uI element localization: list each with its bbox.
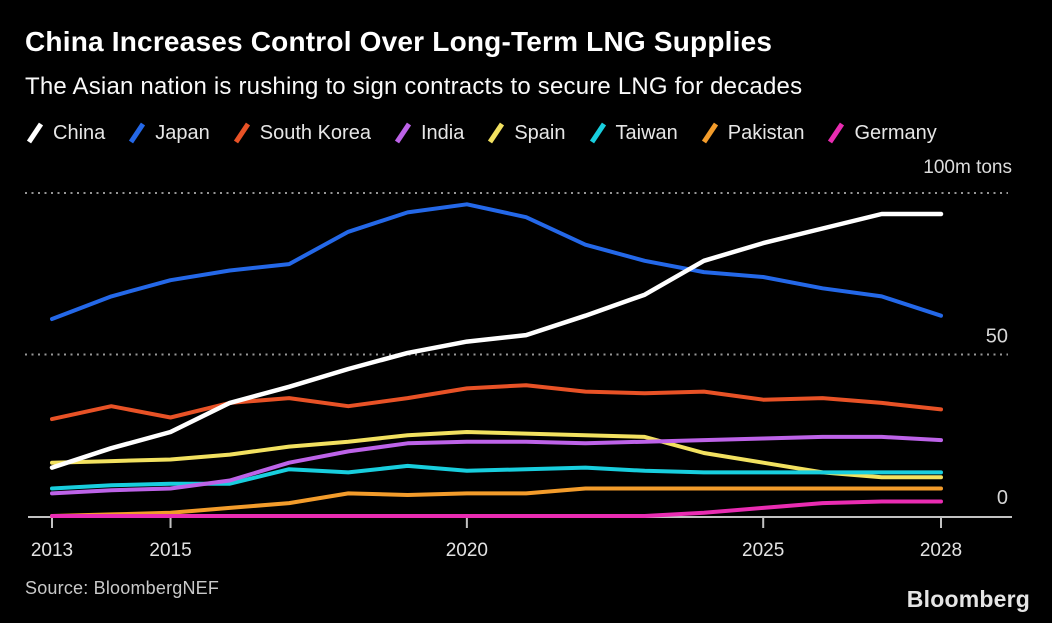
legend-item-pakistan: Pakistan — [700, 121, 805, 145]
x-tick-label-2013: 2013 — [31, 540, 73, 561]
legend-item-germany: Germany — [826, 121, 937, 145]
series-line-india — [50, 434, 943, 496]
page-subtitle: The Asian nation is rushing to sign cont… — [25, 73, 803, 100]
legend-label-spain: Spain — [514, 121, 566, 144]
chart-legend: China Japan South Korea India Spain Taiwan Pak… — [25, 121, 1032, 145]
x-tick-label-2025: 2025 — [742, 540, 784, 561]
x-tick-label-2015: 2015 — [149, 540, 191, 561]
legend-item-india: India — [393, 121, 464, 145]
source-note: Source: BloombergNEF — [25, 578, 220, 598]
legend-label-pakistan: Pakistan — [727, 121, 805, 144]
legend-label-taiwan: Taiwan — [615, 121, 678, 144]
x-tick-label-2028: 2028 — [920, 540, 962, 561]
legend-label-china: China — [53, 121, 106, 144]
legend-slash-icon-china — [26, 122, 44, 144]
series-line-china — [49, 211, 944, 470]
legend-item-taiwan: Taiwan — [588, 121, 678, 145]
legend-slash-icon-south-korea — [233, 122, 250, 144]
legend-slash-icon-germany — [828, 122, 845, 144]
legend-slash-icon-india — [394, 122, 412, 144]
series-line-south-korea — [50, 383, 943, 422]
y-axis-label-0: 0 — [997, 487, 1008, 509]
bloomberg-logo: Bloomberg — [906, 586, 1030, 612]
legend-item-china: China — [25, 121, 105, 145]
legend-item-spain: Spain — [486, 121, 566, 145]
legend-slash-icon-spain — [488, 122, 505, 144]
legend-label-japan: Japan — [155, 121, 210, 144]
series-line-spain — [50, 430, 943, 480]
legend-label-germany: Germany — [854, 121, 937, 144]
legend-item-japan: Japan — [127, 121, 210, 145]
legend-label-india: India — [420, 121, 465, 144]
legend-item-south-korea: South Korea — [232, 121, 371, 145]
legend-label-south-korea: South Korea — [259, 121, 371, 144]
y-axis-unit-label: 100m tons — [923, 157, 1012, 178]
series-line-japan — [50, 202, 943, 321]
series-line-germany — [50, 499, 943, 518]
legend-slash-icon-taiwan — [589, 122, 606, 144]
page-title: China Increases Control Over Long-Term L… — [25, 26, 773, 57]
x-tick-label-2020: 2020 — [446, 540, 488, 561]
legend-slash-icon-japan — [129, 122, 146, 144]
legend-slash-icon-pakistan — [701, 122, 718, 144]
series-line-pakistan — [50, 486, 943, 518]
y-axis-label-50: 50 — [986, 326, 1008, 348]
